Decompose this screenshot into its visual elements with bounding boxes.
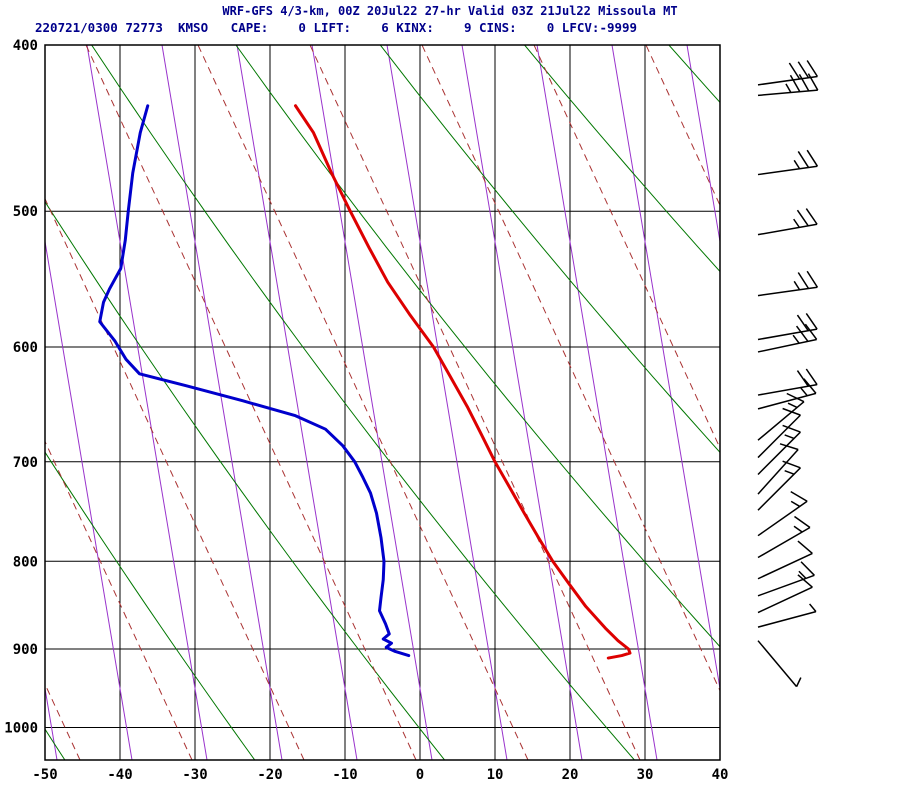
index-label-kinx: KINX:	[396, 20, 434, 35]
wind-barb	[757, 540, 813, 580]
wind-barb-column	[757, 60, 819, 688]
temperature-axis-label: 30	[637, 767, 654, 783]
index-label-cape: CAPE:	[230, 20, 269, 35]
temperature-trace	[294, 104, 632, 660]
wind-barb	[757, 208, 818, 236]
axis-labels: 400 500 600 700 800 900 1000 -50 -40 -30 -20 -10 0 10…	[4, 38, 728, 783]
station-wmo-id: 72773	[125, 20, 163, 35]
wind-barb	[757, 603, 817, 628]
dry-adiabats	[45, 45, 720, 760]
wind-barb	[757, 392, 805, 441]
wind-barb	[757, 407, 801, 459]
pressure-axis-label: 400	[13, 38, 38, 54]
wind-barb	[757, 491, 808, 537]
index-value-lift: 6	[381, 20, 389, 35]
index-value-cape: 0	[298, 20, 306, 35]
temperature-axis-label: -40	[107, 767, 132, 783]
index-value-kinx: 9	[463, 20, 472, 35]
wind-barb	[757, 378, 817, 410]
station-icao: KMSO	[178, 20, 209, 35]
wind-barb	[757, 323, 818, 353]
plot-frame	[44, 44, 721, 761]
index-value-cins: 0	[546, 20, 555, 35]
wind-barb	[757, 313, 818, 341]
chart-title: WRF-GFS 4/3-km, 00Z 20Jul22 27-hr Valid …	[222, 4, 678, 18]
temperature-axis-label: -20	[257, 767, 282, 783]
profile-traces	[98, 104, 632, 660]
pressure-axis-label: 700	[13, 455, 38, 471]
temperature-axis-label: -10	[332, 767, 357, 783]
temperature-axis-label: 40	[712, 767, 729, 783]
wind-barb	[757, 640, 802, 688]
temperature-axis-label: -30	[182, 767, 207, 783]
thermodynamic-reference-lines	[45, 45, 720, 760]
dewpoint-trace	[98, 104, 411, 658]
moist-adiabats	[45, 45, 720, 760]
wind-barb	[757, 424, 801, 476]
wind-barb	[757, 460, 801, 511]
wind-barb	[757, 73, 819, 97]
wind-barb	[757, 149, 819, 176]
temperature-axis-label: 0	[416, 767, 424, 783]
index-label-cins: CINS:	[479, 20, 517, 35]
wind-barb	[757, 561, 815, 597]
pressure-axis-label: 1000	[4, 720, 38, 736]
temperature-axis-label: -50	[32, 767, 57, 783]
wind-barb	[757, 368, 818, 396]
pressure-axis-label: 500	[13, 204, 38, 220]
pressure-axis-label: 800	[13, 554, 38, 570]
sounding-datetime: 220721/0300	[35, 20, 118, 35]
wind-barb	[757, 443, 799, 495]
temperature-axis-label: 20	[562, 767, 579, 783]
index-label-lift: LIFT:	[313, 20, 352, 35]
stability-indices: CAPE: 0 LIFT: 6 KINX: 9 CINS: 0 LFCV:-9999	[223, 20, 637, 35]
temperature-axis-label: 10	[487, 767, 504, 783]
wind-barb	[757, 60, 819, 86]
wind-barb	[757, 270, 819, 297]
mixing-ratio-lines	[45, 45, 720, 760]
wind-barb	[757, 574, 813, 614]
pressure-axis-label: 900	[13, 642, 38, 658]
wind-barb	[757, 515, 811, 559]
station-info-line: 220721/0300 72773 KMSO CAPE: 0 LIFT: 6 KINX: 9 CI…	[35, 20, 637, 35]
pressure-axis-label: 600	[13, 340, 38, 356]
grid-lines	[44, 44, 721, 760]
index-label-lfcv: LFCV:	[561, 20, 600, 35]
index-value-lfcv: -9999	[599, 20, 638, 35]
